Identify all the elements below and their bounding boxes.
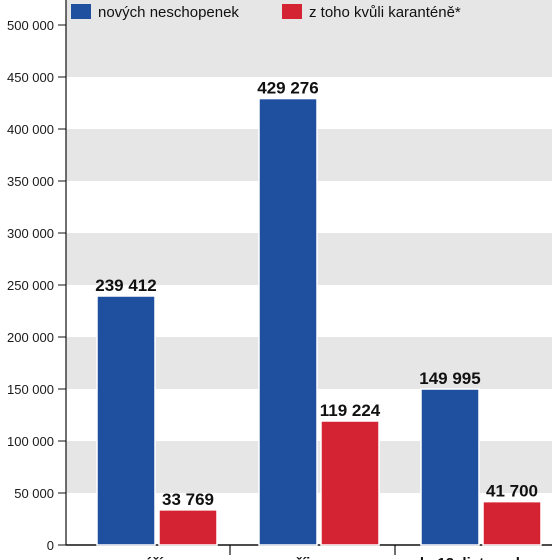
y-tick-label: 50 000	[14, 486, 54, 501]
bar-series-2-1	[158, 509, 218, 546]
y-tick-label: 450 000	[7, 70, 54, 85]
grid-band	[66, 25, 552, 77]
data-label-series-1-3: 149 995	[419, 369, 480, 388]
bar-series-2-2	[320, 420, 380, 546]
y-tick-label: 400 000	[7, 122, 54, 137]
y-tick-label: 350 000	[7, 174, 54, 189]
category-labels: září říjen do 12. listopadu	[137, 555, 529, 560]
legend-label-series-2: z toho kvůli karanténě*	[309, 4, 461, 21]
y-tick-label: 0	[47, 538, 54, 553]
legend: nových neschopenek z toho kvůli karantén…	[71, 4, 461, 21]
data-label-series-2-3: 41 700	[486, 482, 538, 501]
data-label-series-2-1: 33 769	[162, 490, 214, 509]
legend-swatch-series-1	[71, 4, 91, 19]
category-label-2: říjen	[296, 555, 328, 560]
grid-band	[66, 0, 552, 25]
legend-swatch-series-2	[282, 4, 302, 19]
bar-series-2-3	[482, 500, 542, 546]
bar-series-1-2	[258, 97, 318, 546]
y-tick-label: 150 000	[7, 382, 54, 397]
data-label-series-1-1: 239 412	[95, 276, 156, 295]
legend-label-series-1: nových neschopenek	[98, 4, 239, 21]
bar-series-1-3	[420, 388, 480, 546]
bars	[96, 97, 542, 546]
category-label-1: září	[137, 555, 164, 560]
y-tick-label: 300 000	[7, 226, 54, 241]
y-tick-label: 500 000	[7, 18, 54, 33]
y-tick-label: 250 000	[7, 278, 54, 293]
data-label-series-2-2: 119 224	[320, 401, 381, 420]
data-label-series-1-2: 429 276	[257, 79, 318, 98]
bar-series-1-1	[96, 295, 156, 546]
y-tick-label: 100 000	[7, 434, 54, 449]
data-labels: 239 412 429 276 149 995 33 769 119 224 41 700	[95, 79, 538, 509]
category-label-3: do 12. listopadu	[415, 555, 529, 560]
y-tick-label: 200 000	[7, 330, 54, 345]
